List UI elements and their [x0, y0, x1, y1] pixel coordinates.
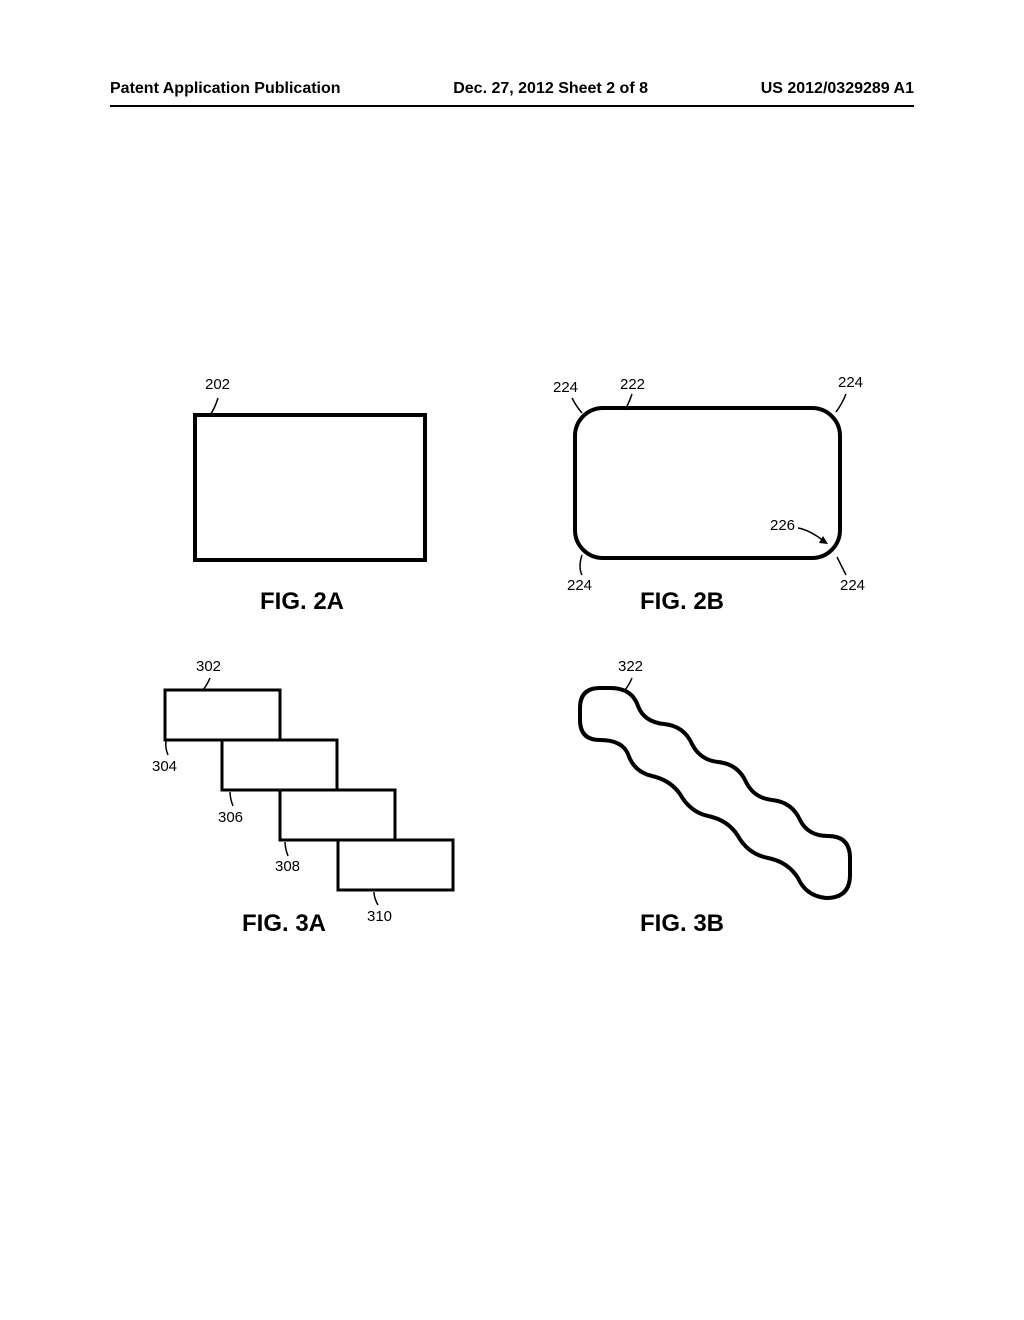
fig3b-svg: [510, 650, 910, 940]
ref-224-tl: 224: [553, 379, 578, 396]
figure-area: 202 FIG. 2A 222 224 224 224 224 226 FIG.…: [110, 350, 914, 1220]
ref-202: 202: [205, 376, 230, 393]
header-center: Dec. 27, 2012 Sheet 2 of 8: [453, 80, 648, 98]
ref-306: 306: [218, 809, 243, 826]
ref-302: 302: [196, 658, 221, 675]
ref-224-tr: 224: [838, 374, 863, 391]
fig3a-svg: [110, 650, 510, 940]
ref-308: 308: [275, 858, 300, 875]
header-divider: [110, 105, 914, 107]
ref-224-bl: 224: [567, 577, 592, 594]
ref-224-br: 224: [840, 577, 865, 594]
fig3b-label: FIG. 3B: [640, 910, 724, 938]
header-left: Patent Application Publication: [110, 80, 341, 98]
ref-226: 226: [770, 517, 795, 534]
fig2a-label: FIG. 2A: [260, 588, 344, 616]
fig2b-label: FIG. 2B: [640, 588, 724, 616]
ref-322: 322: [618, 658, 643, 675]
fig3a-label: FIG. 3A: [242, 910, 326, 938]
ref-222: 222: [620, 376, 645, 393]
ref-310: 310: [367, 908, 392, 925]
ref-304: 304: [152, 758, 177, 775]
header-right: US 2012/0329289 A1: [761, 80, 914, 98]
